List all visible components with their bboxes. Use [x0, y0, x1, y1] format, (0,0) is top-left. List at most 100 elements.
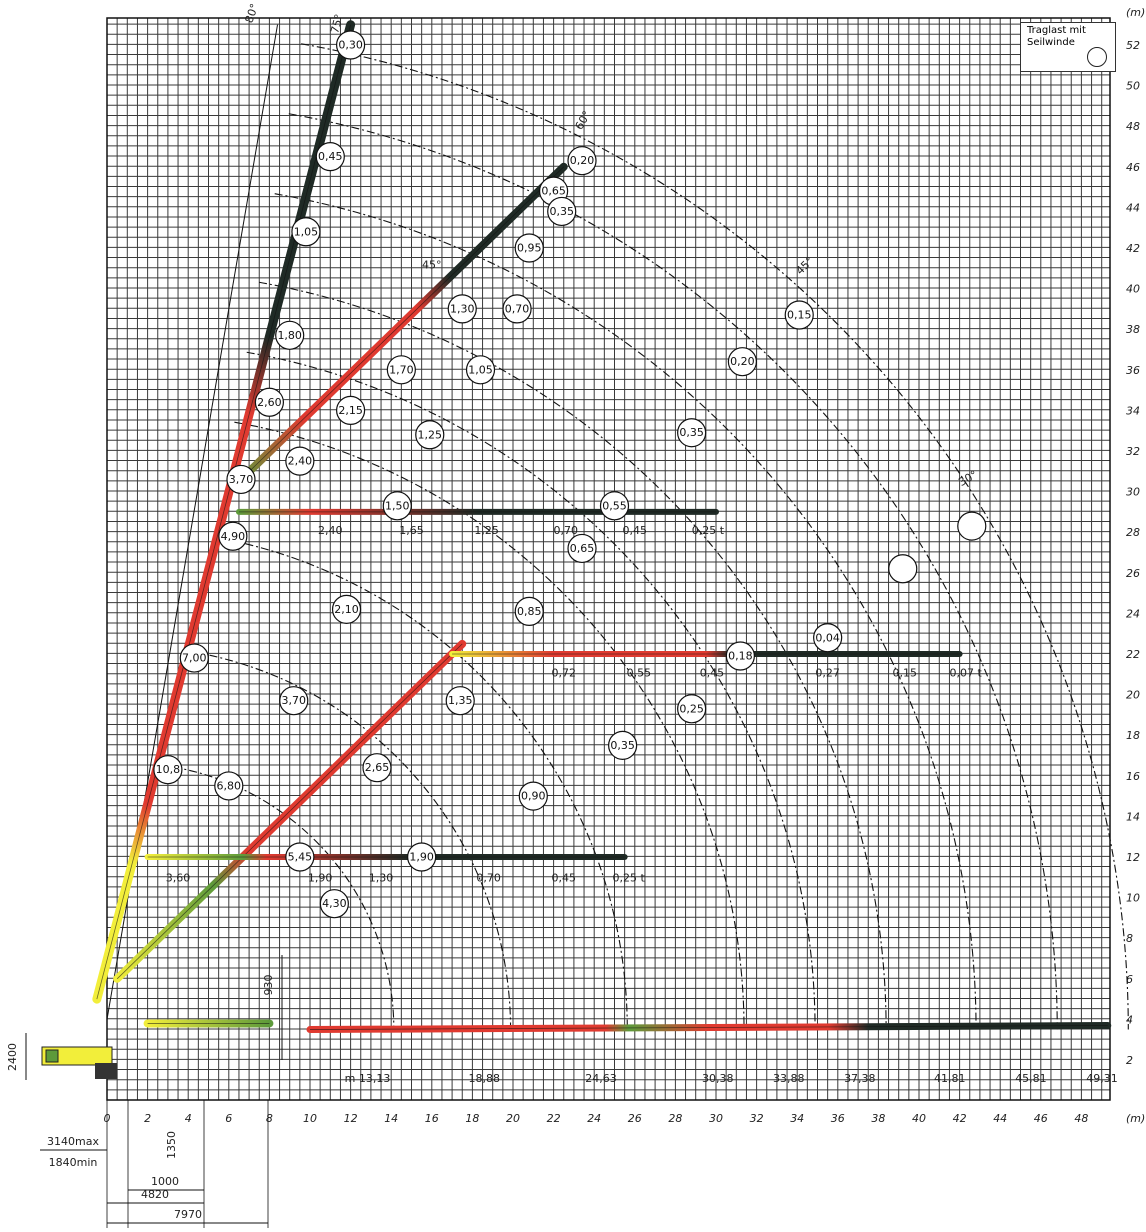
x-tick-label: 16	[425, 1112, 439, 1125]
load-bubble	[275, 320, 305, 350]
x-tick-label: 2	[144, 1112, 151, 1125]
y-tick-label: 18	[1126, 729, 1140, 742]
load-bubble	[382, 491, 412, 521]
load-bubble	[285, 842, 315, 872]
load-bubble	[331, 594, 362, 624]
load-bubble	[218, 521, 248, 551]
load-bubble	[407, 842, 437, 872]
y-tick-label: 8	[1126, 932, 1133, 945]
x-tick-label: 42	[953, 1112, 967, 1125]
load-bubble	[514, 596, 544, 626]
x-tick-label: 8	[266, 1112, 273, 1125]
load-bubble	[447, 294, 477, 324]
angle-label: 75°	[328, 13, 346, 35]
load-bubble-label: 5,45	[288, 851, 313, 864]
load-bubble-label: 1,90	[409, 851, 434, 864]
load-bubble-label: 0,30	[338, 39, 363, 52]
load-bubble-label: 4,30	[322, 897, 347, 910]
boom-29-label: 2,40	[318, 524, 343, 537]
load-bubble	[179, 643, 209, 673]
load-bubble	[599, 491, 630, 521]
y-tick-label: 40	[1126, 283, 1140, 296]
load-bubble-label: 2,60	[257, 396, 282, 409]
load-bubble	[608, 730, 638, 760]
y-tick-label: 28	[1126, 526, 1140, 539]
x-tick-label: 12	[344, 1112, 358, 1125]
load-bubble-label: 1,50	[385, 499, 410, 512]
x-unit-label: (m)	[1126, 1112, 1145, 1125]
boom-12-label: 1,30	[369, 871, 394, 884]
x-tick-label: 6	[225, 1112, 232, 1125]
y-tick-label: 2	[1126, 1054, 1133, 1067]
load-bubble-label: 0,20	[570, 154, 595, 167]
boom-22-label: 0,15	[893, 666, 918, 679]
x-tick-label: 44	[993, 1112, 1007, 1125]
boom-29-label: 0,45	[623, 524, 648, 537]
y-tick-label: 52	[1126, 39, 1140, 52]
x-tick-label: 10	[303, 1112, 317, 1125]
boom-12-label: 0,45	[552, 871, 577, 884]
boom-29-label: 1,65	[399, 524, 424, 537]
load-bubble	[386, 355, 416, 385]
crane-base-body	[41, 1046, 113, 1066]
dim-1000: 1000	[151, 1175, 179, 1188]
load-bubble	[677, 418, 707, 448]
load-bubble-label: 1,25	[418, 428, 443, 441]
legend-line-2: Seilwinde	[1027, 37, 1075, 48]
load-bubble-label: 2,15	[338, 404, 363, 417]
x-tick-label: 38	[871, 1112, 885, 1125]
reach-arc	[301, 43, 1129, 1030]
reach-arc	[214, 536, 628, 1030]
radius-label: 41,81	[934, 1072, 966, 1085]
y-tick-label: 48	[1126, 120, 1140, 133]
radius-label: 45,81	[1015, 1072, 1047, 1085]
boom-60-edge	[238, 166, 565, 482]
load-bubble	[226, 464, 256, 495]
y-tick-label: 4	[1126, 1013, 1133, 1026]
reach-arc	[234, 421, 745, 1030]
reach-arc	[288, 113, 1058, 1030]
boom-22-label: 0,27	[815, 666, 840, 679]
radius-label: 33,88	[773, 1072, 805, 1085]
load-bubble-label: 0,20	[730, 355, 755, 368]
boom-12-label: 0,25 t	[613, 871, 646, 884]
x-tick-label: 34	[790, 1112, 804, 1125]
dim-3140: 3140max	[47, 1135, 99, 1148]
load-bubble-label: 1,70	[389, 363, 414, 376]
load-bubble-label: 2,10	[334, 603, 359, 616]
boom-12-label: 3,60	[166, 871, 191, 884]
load-bubble-label: 0,95	[517, 242, 542, 255]
boom-75-edge	[96, 24, 351, 1000]
legend-circle-icon	[1087, 47, 1107, 67]
x-tick-label: 28	[668, 1112, 682, 1125]
load-bubble	[279, 686, 309, 716]
angle-label: 45°	[422, 258, 442, 271]
x-tick-label: 14	[384, 1112, 398, 1125]
grid-border	[106, 17, 1111, 1101]
x-tick-label: 36	[831, 1112, 845, 1125]
load-bubble-label: 7,00	[182, 652, 207, 665]
load-bubble-label: 4,90	[221, 530, 246, 543]
load-bubble-label: 1,05	[468, 363, 493, 376]
x-tick-label: 24	[587, 1112, 601, 1125]
reach-arc	[258, 281, 887, 1030]
load-bubble-label: 0,65	[541, 185, 566, 198]
radius-label: 18,88	[469, 1072, 501, 1085]
load-bubble	[254, 387, 284, 417]
y-tick-label: 50	[1126, 80, 1140, 93]
x-tick-label: 4	[185, 1112, 192, 1125]
load-bubble	[153, 755, 183, 785]
radius-label: 24,63	[585, 1072, 617, 1085]
angle-label: 60°	[573, 109, 594, 132]
load-bubble	[336, 30, 366, 60]
boom-22-label: 0,07 t	[950, 666, 983, 679]
y-tick-label: 12	[1126, 851, 1140, 864]
boom-29-label: 0,70	[554, 524, 579, 537]
radius-label: 30,38	[702, 1072, 734, 1085]
load-bubble-label: 0,04	[815, 631, 840, 644]
load-bubble	[502, 294, 532, 324]
load-bubble-label: 1,35	[448, 694, 473, 707]
dim-2400: 2400	[6, 1043, 19, 1071]
load-bubble	[291, 217, 321, 247]
